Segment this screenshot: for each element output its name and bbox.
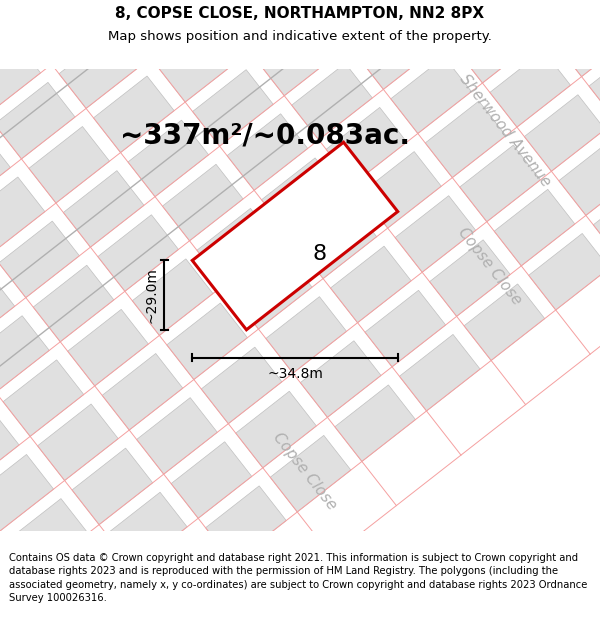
Text: Copse Close: Copse Close (271, 429, 340, 512)
Polygon shape (232, 253, 312, 329)
Text: Map shows position and indicative extent of the property.: Map shows position and indicative extent… (108, 30, 492, 43)
Polygon shape (201, 347, 282, 424)
Polygon shape (98, 215, 178, 291)
Polygon shape (524, 95, 600, 171)
Text: Copse Close: Copse Close (455, 224, 524, 308)
Polygon shape (0, 0, 6, 71)
Polygon shape (464, 284, 545, 361)
Polygon shape (25, 0, 105, 64)
Polygon shape (102, 354, 183, 430)
Polygon shape (206, 486, 286, 562)
Polygon shape (395, 196, 476, 272)
Text: ~337m²/~0.083ac.: ~337m²/~0.083ac. (120, 122, 410, 150)
Polygon shape (163, 164, 243, 241)
Polygon shape (68, 309, 148, 386)
Polygon shape (292, 63, 373, 140)
Polygon shape (559, 139, 600, 216)
Polygon shape (0, 272, 15, 348)
Text: ~34.8m: ~34.8m (267, 367, 323, 381)
Polygon shape (270, 436, 351, 512)
Polygon shape (460, 145, 541, 222)
Polygon shape (236, 391, 316, 468)
Polygon shape (193, 69, 273, 146)
Polygon shape (197, 208, 278, 285)
Text: Sherwood Avenue: Sherwood Avenue (457, 72, 553, 190)
Polygon shape (106, 492, 187, 569)
Polygon shape (490, 51, 571, 127)
Polygon shape (64, 171, 144, 247)
Polygon shape (266, 297, 347, 373)
Polygon shape (59, 32, 140, 108)
Polygon shape (94, 76, 174, 152)
Polygon shape (7, 499, 88, 575)
Polygon shape (593, 183, 600, 259)
Polygon shape (158, 26, 239, 102)
Text: 8, COPSE CLOSE, NORTHAMPTON, NN2 8PX: 8, COPSE CLOSE, NORTHAMPTON, NN2 8PX (115, 6, 485, 21)
Polygon shape (3, 360, 84, 436)
Polygon shape (0, 316, 49, 392)
Polygon shape (137, 398, 217, 474)
Polygon shape (391, 57, 472, 134)
Polygon shape (0, 411, 19, 487)
Polygon shape (0, 221, 79, 298)
Polygon shape (38, 404, 118, 481)
Polygon shape (0, 38, 41, 115)
Polygon shape (171, 442, 252, 518)
Polygon shape (356, 13, 437, 89)
Polygon shape (554, 0, 600, 77)
Polygon shape (262, 158, 342, 234)
Polygon shape (361, 151, 441, 228)
Polygon shape (301, 341, 381, 418)
Polygon shape (430, 240, 510, 316)
Polygon shape (0, 454, 53, 531)
Polygon shape (72, 448, 152, 524)
Polygon shape (132, 259, 213, 336)
Polygon shape (227, 114, 308, 191)
Text: Contains OS data © Crown copyright and database right 2021. This information is : Contains OS data © Crown copyright and d… (9, 553, 587, 602)
Polygon shape (335, 385, 415, 461)
Text: 8: 8 (313, 244, 327, 264)
Polygon shape (0, 82, 75, 159)
Polygon shape (326, 107, 407, 184)
Polygon shape (425, 101, 506, 178)
Polygon shape (33, 265, 114, 342)
Text: ~29.0m: ~29.0m (144, 267, 158, 323)
Polygon shape (192, 142, 398, 330)
Polygon shape (29, 126, 110, 203)
Polygon shape (257, 19, 338, 96)
Polygon shape (0, 177, 45, 254)
Polygon shape (365, 290, 446, 367)
Polygon shape (296, 202, 377, 279)
Polygon shape (400, 334, 480, 411)
Polygon shape (455, 6, 536, 83)
Polygon shape (0, 133, 10, 209)
Polygon shape (529, 234, 600, 310)
Polygon shape (167, 303, 247, 379)
Polygon shape (128, 120, 209, 197)
Polygon shape (494, 189, 575, 266)
Polygon shape (589, 44, 600, 121)
Polygon shape (331, 246, 411, 322)
